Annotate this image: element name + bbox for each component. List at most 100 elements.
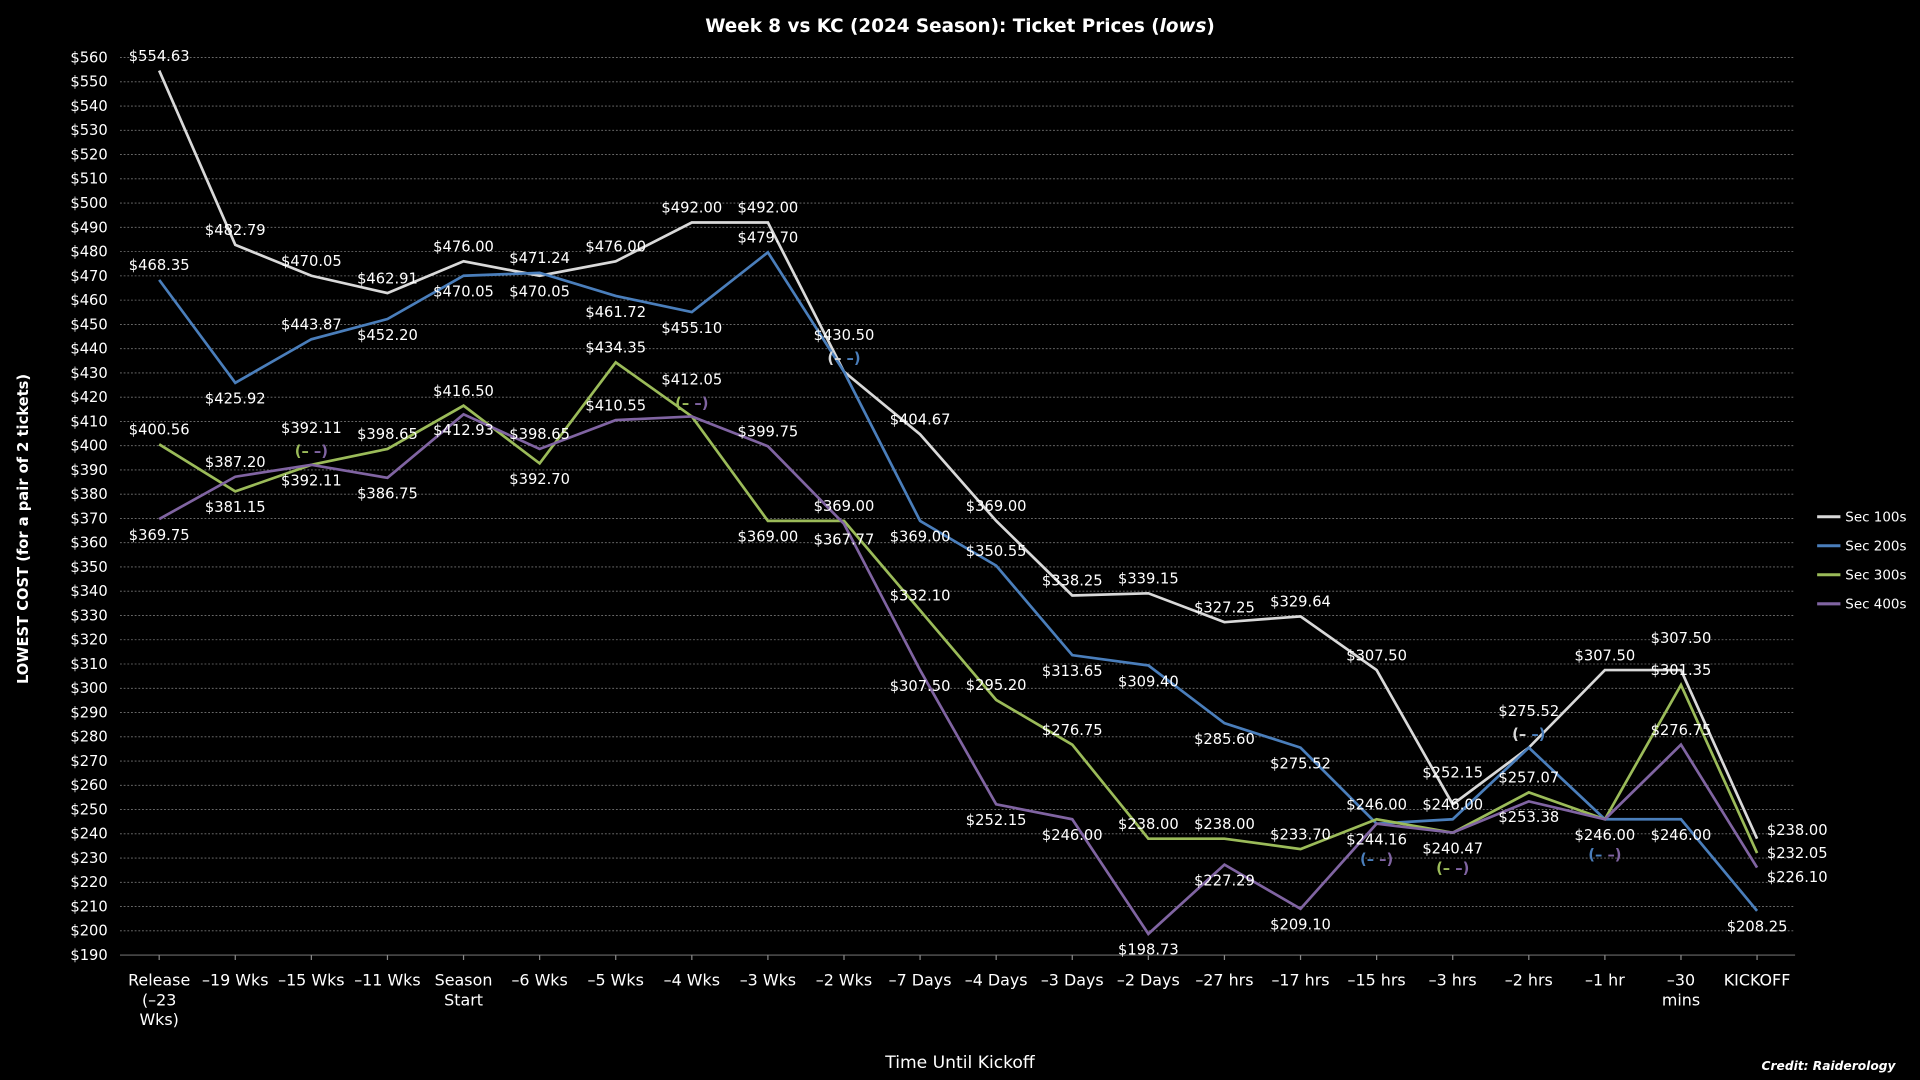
- data-label: $309.40: [1118, 673, 1179, 690]
- data-label: $313.65: [1042, 663, 1103, 680]
- x-axis-title: Time Until Kickoff: [884, 1053, 1036, 1073]
- data-label: $369.75: [129, 527, 190, 544]
- x-tick-label: –2 Days: [1117, 971, 1180, 990]
- data-label: $244.16: [1346, 832, 1407, 849]
- y-tick-label: $380: [70, 486, 107, 503]
- data-label: $412.93: [433, 422, 494, 439]
- data-label: $455.10: [661, 320, 722, 337]
- data-label: $461.72: [585, 304, 646, 321]
- x-tick-label: –4 Wks: [664, 971, 720, 990]
- data-label: $398.65: [509, 426, 570, 443]
- data-label: $392.11: [281, 473, 342, 490]
- data-label: $452.20: [357, 327, 418, 344]
- data-label: $369.00: [738, 529, 799, 546]
- x-tick-label: –2 hrs: [1505, 971, 1553, 990]
- data-label: $369.00: [814, 498, 875, 515]
- series-line-sec-300s: [158, 360, 1759, 854]
- data-label: $301.35: [1651, 662, 1712, 679]
- y-tick-label: $550: [70, 74, 107, 91]
- data-label: $369.00: [890, 529, 951, 546]
- data-label: $307.50: [890, 678, 951, 695]
- y-tick-label: $200: [70, 923, 107, 940]
- x-tick-label: –19 Wks: [202, 971, 268, 990]
- y-tick-label: $230: [70, 850, 107, 867]
- x-tick-label: –17 hrs: [1271, 971, 1329, 990]
- data-label: $209.10: [1270, 917, 1331, 934]
- y-tick-label: $310: [70, 656, 107, 673]
- data-label: $233.70: [1270, 826, 1331, 843]
- data-label: $398.65: [357, 426, 418, 443]
- x-tick-label: Season Start: [435, 971, 493, 1010]
- x-tick-label: Release (–23 Wks): [128, 971, 190, 1029]
- data-label: $198.73: [1118, 942, 1179, 959]
- y-tick-label: $280: [70, 729, 107, 746]
- data-label: $399.75: [738, 423, 799, 440]
- y-tick-label: $520: [70, 146, 107, 163]
- y-axis-title: LOWEST COST (for a pair of 2 tickets): [15, 374, 32, 684]
- legend-label: Sec 100s: [1845, 511, 1906, 526]
- data-label: $208.25: [1727, 919, 1788, 936]
- tie-marker: (– –): [295, 443, 328, 460]
- x-tick-label: –2 Wks: [816, 971, 872, 990]
- x-tick-label: –3 Days: [1041, 971, 1104, 990]
- data-label: $470.05: [281, 253, 342, 270]
- legend-label: Sec 300s: [1845, 569, 1906, 584]
- data-label: $307.50: [1651, 630, 1712, 647]
- y-tick-label: $350: [70, 559, 107, 576]
- y-tick-label: $190: [70, 947, 107, 964]
- x-tick-label: –30 mins: [1662, 971, 1700, 1010]
- x-tick-label: –15 Wks: [278, 971, 344, 990]
- y-tick-label: $450: [70, 316, 107, 333]
- data-label: $492.00: [738, 200, 799, 217]
- y-tick-label: $410: [70, 413, 107, 430]
- data-label: $227.29: [1194, 872, 1255, 889]
- data-label: $350.55: [966, 543, 1027, 560]
- data-label: $253.38: [1498, 809, 1559, 826]
- x-tick-label: –15 hrs: [1348, 971, 1406, 990]
- data-label: $339.15: [1118, 570, 1179, 587]
- data-label: $295.20: [966, 677, 1027, 694]
- data-label: $307.50: [1346, 647, 1407, 664]
- data-label: $329.64: [1270, 594, 1331, 611]
- data-label: $246.00: [1422, 796, 1483, 813]
- tie-marker: (– –): [1360, 851, 1393, 868]
- data-label: $285.60: [1194, 731, 1255, 748]
- data-label: $246.00: [1346, 796, 1407, 813]
- data-label: $338.25: [1042, 573, 1103, 590]
- y-tick-label: $500: [70, 195, 107, 212]
- data-label: $468.35: [129, 257, 190, 274]
- y-tick-label: $540: [70, 98, 107, 115]
- data-label: $443.87: [281, 316, 342, 333]
- y-tick-label: $300: [70, 680, 107, 697]
- data-label: $240.47: [1422, 840, 1483, 857]
- data-label: $476.00: [433, 239, 494, 256]
- data-label: $275.52: [1270, 755, 1331, 772]
- x-tick-label: –27 hrs: [1195, 971, 1253, 990]
- y-tick-label: $490: [70, 219, 107, 236]
- data-label: $392.70: [509, 471, 570, 488]
- legend-label: Sec 200s: [1845, 540, 1906, 555]
- data-label: $307.50: [1575, 647, 1636, 664]
- tie-marker: (– –): [675, 395, 708, 412]
- y-tick-label: $560: [70, 49, 107, 66]
- series-lines: [157, 70, 1759, 936]
- y-tick-label: $360: [70, 535, 107, 552]
- data-label: $471.24: [509, 250, 570, 267]
- x-tick-label: –3 Wks: [740, 971, 796, 990]
- data-label: $367.77: [814, 532, 875, 549]
- data-label: $476.00: [585, 239, 646, 256]
- tie-marker: (– –): [1588, 847, 1621, 864]
- data-label: $416.50: [433, 383, 494, 400]
- y-tick-label: $420: [70, 389, 107, 406]
- data-label: $470.05: [433, 284, 494, 301]
- x-tick-label: –1 hr: [1585, 971, 1625, 990]
- data-label: $381.15: [205, 499, 266, 516]
- y-tick-label: $370: [70, 510, 107, 527]
- data-label: $246.00: [1042, 827, 1103, 844]
- data-label: $327.25: [1194, 599, 1255, 616]
- data-label: $470.05: [509, 284, 570, 301]
- data-label: $412.05: [661, 372, 722, 389]
- y-tick-label: $400: [70, 438, 107, 455]
- series-line-sec-400s: [158, 412, 1759, 936]
- chart-title: Week 8 vs KC (2024 Season): Ticket Price…: [705, 16, 1215, 37]
